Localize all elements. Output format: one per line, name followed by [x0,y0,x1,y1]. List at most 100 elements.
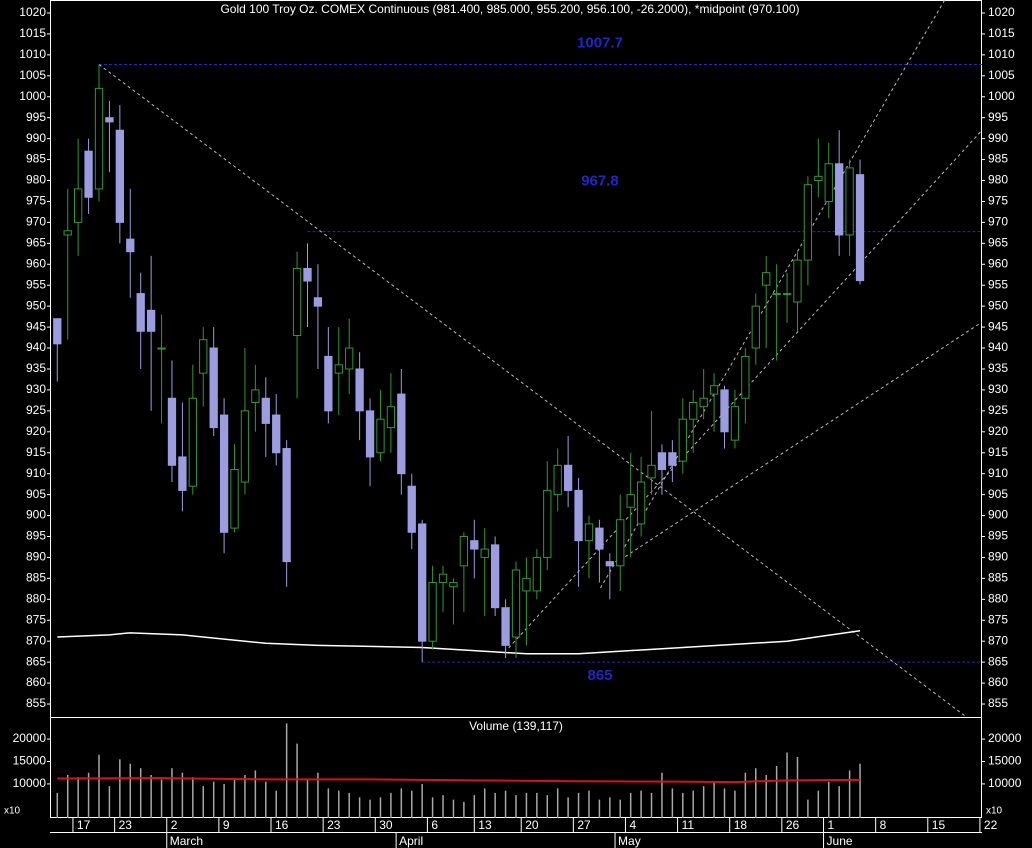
candle-body [762,272,771,286]
y-tick-label: 855 [26,696,46,710]
x-tick-label: 13 [478,818,492,832]
candle-body [355,368,364,412]
y-tick-label: 1010 [19,47,46,61]
y-tick-label: 945 [26,319,46,333]
y-tick-label: 905 [988,487,1008,501]
candle-body [803,184,813,261]
y-tick-label: 990 [26,131,46,145]
y-tick-label: 995 [988,110,1008,124]
candle-body [470,540,479,550]
x-tick-label: 4 [629,818,636,832]
level-label: 967.8 [581,173,619,190]
y-tick-label: 975 [26,194,46,208]
y-tick-label: 910 [988,466,1008,480]
y-tick-label: 1005 [988,68,1015,82]
y-tick-label: 935 [26,361,46,375]
y-tick-label: 865 [988,654,1008,668]
candle-body [365,410,375,458]
candle-body [136,293,145,332]
y-tick-label: 15000 [13,754,47,768]
x-tick-label: 27 [577,818,591,832]
x-tick-label: 22 [984,818,998,832]
y-tick-label: 925 [988,403,1008,417]
x-tick-label: 20 [525,818,539,832]
candle-body [689,401,698,420]
y-tick-label: 920 [26,424,46,438]
candle-body [178,456,187,491]
y-tick-label: 15000 [988,754,1022,768]
y-tick-label: 20000 [13,731,47,745]
candle-body [668,452,677,466]
candle-body [824,163,833,202]
y-tick-label: 1020 [988,5,1015,19]
x-tick-label: 23 [327,818,341,832]
y-tick-label: 970 [26,215,46,229]
candle-body [814,175,823,182]
y-tick-label: 875 [26,612,46,626]
candle-body [418,523,427,642]
candle-body [678,418,687,462]
candle-body [543,489,552,558]
candle-body [188,397,197,487]
y-tick-label: 945 [988,319,1008,333]
candle-body [209,347,218,429]
candle-body [626,494,635,508]
y-tick-label: 880 [988,591,1008,605]
y-tick-label: 1015 [988,26,1015,40]
y-tick-label: 940 [26,340,46,354]
candle-body [720,389,729,433]
candle-body [157,347,166,350]
candle-body [167,397,177,466]
y-tick-label: 915 [26,445,46,459]
y-tick-label: 985 [988,152,1008,166]
y-tick-label: 1000 [988,89,1015,103]
candle-body [511,569,521,638]
candle-body [428,582,437,642]
candle-body [84,150,93,198]
y-tick-label: 1020 [19,5,46,19]
trend-line [600,0,945,589]
y-tick-label: 950 [988,298,1008,312]
y-tick-label: 885 [26,571,46,585]
y-tick-label: 880 [26,591,46,605]
y-tick-label: 960 [26,256,46,270]
candle-body [699,397,708,408]
x-tick-label: 8 [880,818,887,832]
candle-body [230,468,239,529]
y-tick-label: 900 [26,508,46,522]
y-tick-label: 890 [988,550,1008,564]
volume-title: Volume (139,117) [469,719,563,733]
candle-body [835,163,844,236]
candle-body [449,582,458,588]
candle-body [313,297,323,307]
y-tick-label: 1015 [19,26,46,40]
candle-body [105,117,114,123]
y-tick-label: 930 [26,382,46,396]
candle-body [741,355,750,399]
x-tick-label: 11 [682,818,695,832]
candle-body [376,418,385,454]
candle-body [553,464,562,496]
candle-body [501,607,510,646]
candle-body [146,309,156,332]
y-tick-label: 985 [26,152,46,166]
y-tick-label: 935 [988,361,1008,375]
candle-body [730,406,740,441]
x-tick-label: 18 [734,818,748,832]
y-tick-label: 1005 [19,68,46,82]
candle-body [292,267,302,336]
y-tick-label: 995 [26,110,46,124]
candle-body [199,339,208,374]
candle-body [491,544,500,609]
y-tick-label: 895 [26,529,46,543]
candle-body [261,397,270,424]
candle-body [303,267,312,282]
candle-body [522,577,531,592]
x-tick-label: 23 [119,818,133,832]
candle-body [532,556,541,592]
x-tick-label: 17 [77,818,91,832]
y-tick-label: 855 [988,696,1008,710]
y-tick-label: 10000 [13,776,47,790]
y-tick-label: 1000 [19,89,46,103]
candle-body [855,174,865,282]
